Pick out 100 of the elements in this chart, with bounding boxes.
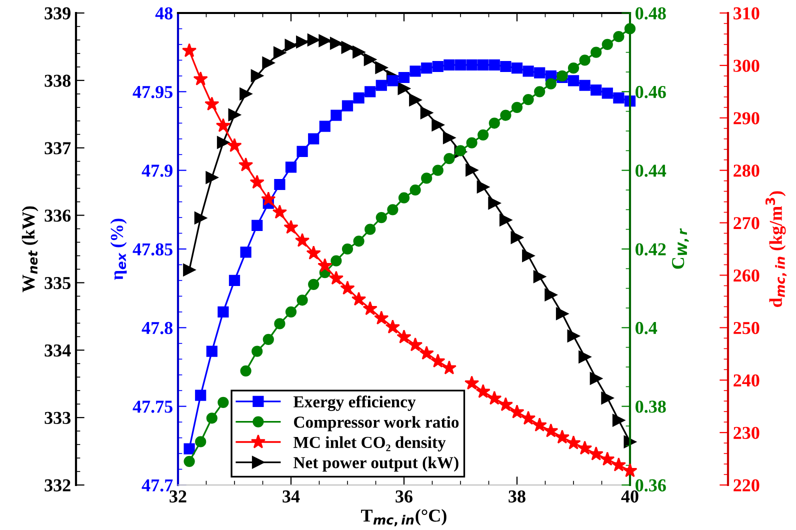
y-tick-label: 332 (44, 479, 70, 492)
point (466, 59, 478, 70)
point (444, 59, 455, 70)
y-axis-title: η$_{ex}$ (%) (110, 218, 127, 280)
point (272, 204, 287, 219)
y-tick-label: 47.85 (132, 243, 172, 256)
point (218, 306, 229, 318)
y3-tick-label: 310 (734, 7, 760, 20)
point (352, 46, 366, 58)
point (566, 435, 581, 450)
point (488, 59, 500, 70)
point (624, 23, 636, 34)
point (353, 236, 364, 247)
y3-tick-label: 260 (734, 269, 760, 282)
point (499, 214, 512, 226)
point (478, 129, 489, 140)
point (588, 446, 604, 460)
point (488, 118, 500, 129)
y3-tick-label: 250 (734, 322, 760, 334)
point (432, 118, 444, 132)
point (487, 390, 502, 405)
point (602, 88, 613, 99)
y3-tick-label: 290 (734, 112, 760, 124)
point (340, 280, 355, 295)
point (568, 75, 580, 86)
point (488, 196, 501, 210)
y2-axis-title: C$_{W,r}$ (672, 228, 689, 269)
point (556, 307, 568, 320)
point (602, 38, 613, 50)
x-tick-label: 32 (170, 490, 186, 503)
point (534, 67, 546, 78)
point (238, 157, 254, 172)
point (510, 231, 524, 244)
point (296, 146, 308, 158)
point (611, 457, 626, 472)
point (353, 92, 364, 104)
point (262, 56, 275, 70)
point (409, 94, 422, 106)
y3-tick-label: 300 (734, 60, 760, 72)
x-tick-label: 34 (282, 490, 300, 503)
point (533, 270, 546, 283)
point (454, 59, 466, 70)
point (387, 75, 398, 86)
y2-tick-label: 0.38 (636, 400, 666, 413)
point (228, 274, 240, 286)
y2-tick-label: 0.44 (636, 164, 666, 177)
point (466, 137, 478, 148)
y-axis-title: W$_{net}$ (kW) (22, 206, 38, 292)
point (374, 310, 389, 325)
point (240, 365, 252, 376)
point (262, 334, 274, 346)
legend-label: Net power output (kW) (294, 456, 458, 472)
point (444, 152, 455, 164)
point (442, 360, 456, 374)
y-tick-label: 47.95 (132, 86, 172, 98)
point (364, 53, 376, 66)
point (500, 110, 512, 121)
point (532, 418, 547, 432)
y3-tick-label: 280 (734, 164, 760, 177)
point (206, 412, 218, 424)
point (307, 34, 320, 46)
point (567, 330, 580, 342)
point (330, 37, 342, 50)
point (421, 172, 432, 184)
y-tick-label: 334 (44, 344, 71, 357)
point (296, 294, 308, 306)
y-tick-label: 47.7 (142, 479, 173, 492)
point (408, 337, 423, 352)
point (578, 350, 592, 364)
point (261, 192, 276, 206)
point (362, 301, 378, 316)
point (613, 92, 624, 104)
legend-label: Exergy efficiency (293, 396, 416, 411)
point (376, 80, 387, 91)
point (284, 220, 298, 234)
point (342, 243, 354, 255)
point (252, 220, 263, 231)
point (375, 61, 388, 74)
point (285, 306, 297, 318)
point (308, 278, 320, 290)
point (498, 397, 513, 412)
point (284, 39, 298, 52)
point (285, 162, 297, 173)
point (398, 192, 410, 204)
x-tick-label: 38 (508, 490, 526, 503)
point (398, 82, 410, 95)
legend-label: Compressor work ratio (294, 416, 459, 432)
point (240, 246, 252, 258)
point (430, 354, 446, 368)
point (306, 246, 321, 260)
y-tick-label: 47.75 (132, 400, 172, 413)
point (442, 131, 456, 144)
point (318, 34, 332, 47)
point (193, 71, 208, 86)
y3-axis-title: d$_{mc,in}$ (kg/m$^{3}$) (766, 191, 787, 307)
y3-tick-label: 270 (734, 217, 760, 230)
y-tick-label: 339 (44, 7, 70, 20)
x-tick-label: 36 (396, 490, 412, 503)
y2-tick-label: 0.42 (636, 243, 666, 256)
point (432, 164, 444, 176)
